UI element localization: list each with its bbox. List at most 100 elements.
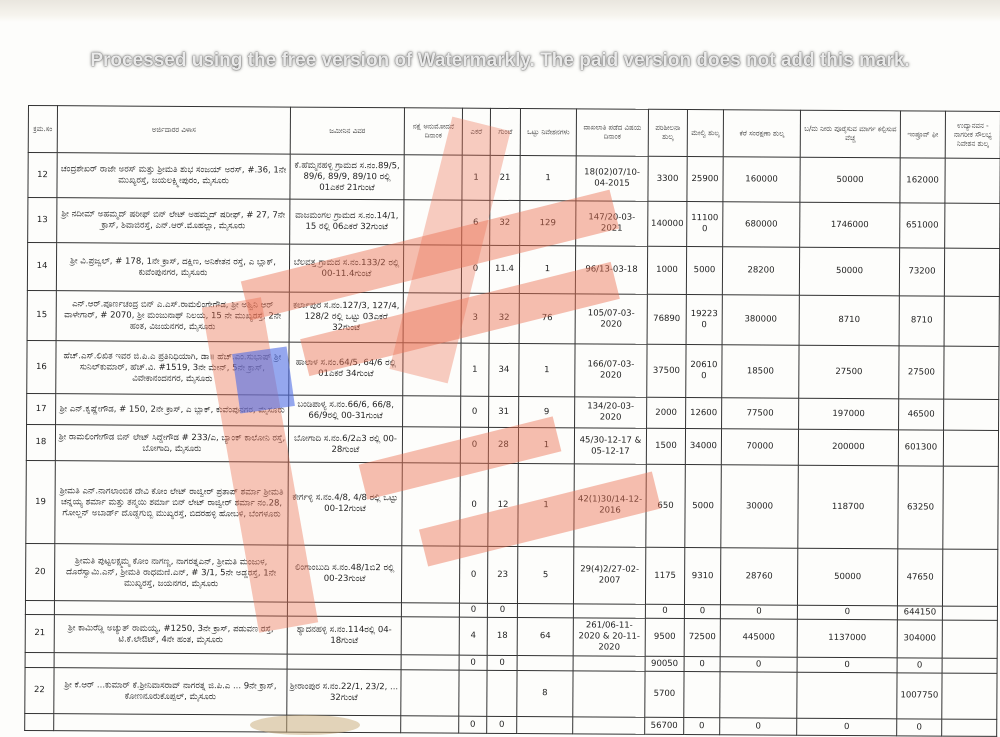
cell-gunta: 31 (488, 396, 519, 428)
cell-water-supply-cost: 50000 (797, 548, 898, 606)
cell-serial-no: 18 (26, 424, 56, 461)
cell-acre: 1 (460, 343, 490, 397)
cell-land-details: ಬೋಗಾದಿ ಸ.ನಂ.6/2ಎ3 ರಲ್ಲಿ 00-28ಗುಂಟೆ (288, 426, 403, 463)
cell-park-civic-amenity-fee (942, 658, 998, 674)
cell-serial-no: 14 (27, 242, 57, 291)
cell-acre: 1 (461, 155, 491, 201)
cell-plan-approval-date (401, 545, 460, 604)
cell-park-civic-amenity-fee (944, 296, 1000, 347)
cell-supervision-fee: 25900 (686, 156, 724, 202)
cell-improvement-fee: 47650 (897, 548, 943, 607)
cell-plan-approval-date (400, 715, 459, 734)
cell-water-supply-cost: 0 (796, 718, 897, 736)
cell-improvement-fee: 0 (897, 657, 943, 674)
cell-plan-approval-date (402, 342, 462, 397)
cell-applicant-address: ಶ್ರೀ ನದೀಮ್ ಅಹಮ್ಮದ್ ಷರೀಫ್ ಬಿನ್ ಲೇಟ್ ಅಹಮ್ಮ… (56, 197, 290, 245)
scan-edge (0, 0, 1000, 22)
cell-gunta: 21 (489, 155, 521, 201)
cell-water-supply-cost: 1137000 (797, 619, 898, 658)
cell-serial-no: 17 (26, 393, 56, 425)
cell-supervision-fee: 0 (684, 604, 721, 619)
cell-water-supply-cost: 197000 (798, 398, 899, 430)
cell-gunta: 32 (489, 200, 520, 246)
table-row: 22 ಶ್ರೀ ಕೆ.ಆರ್ ...ಕುಮಾರ್ ಕೆ.ಶ್ರೀನಿವಾಸರಾವ್… (24, 667, 998, 720)
cell-water-supply-cost: 0 (797, 657, 898, 673)
cell-total-sites: 1 (518, 427, 575, 464)
cell-scrutiny-fee: 56700 (644, 717, 684, 735)
cell-gunta: 23 (487, 546, 518, 604)
cell-supervision-fee: 5000 (686, 246, 723, 295)
cell-supervision-fee: 0 (683, 717, 720, 735)
cell-lake-conservation-fee: 0 (719, 717, 797, 736)
cell-lake-conservation-fee: 70000 (721, 428, 799, 466)
cell-land-details: ಶ್ಯಾದನಹಳ್ಳಿ ಸ.ನಂ.114ರಲ್ಲಿ 04-18ಗುಂಟೆ (287, 616, 402, 655)
header-document-date: ದಾಖಲಾತಿ ಪಡೆದ ವಿಷಯ ದಿನಾಂಕ (576, 108, 649, 157)
cell-plan-approval-date (403, 154, 463, 201)
cell-land-details: ಬಂಡಿಪಾಳ್ಯ ಸ.ನಂ.66/6, 66/8, 66/9ರಲ್ಲಿ 00-… (288, 395, 403, 427)
cell-applicant-address: ಶ್ರೀ ವಿ.ಪ್ರಜ್ವಲ್, # 178, 1ನೇ ಕ್ರಾಸ್, ದಕ್… (56, 242, 290, 293)
cell-gunta: 11.4 (489, 245, 520, 294)
cell-park-civic-amenity-fee (942, 620, 998, 659)
cell-document-date: 261/06-11-2020 & 20-11-2020 (573, 617, 646, 657)
cell-water-supply-cost: 1746000 (799, 202, 900, 248)
cell-land-details: ವಾಜಮಂಗಲ ಗ್ರಾಮದ ಸ.ನಂ.14/1, 15 ರಲ್ಲಿ 06ಎಕರ… (289, 199, 404, 245)
cell-total-sites: 76 (519, 293, 576, 344)
cell-acre: 4 (459, 617, 488, 656)
cell-applicant-address: ಎನ್.ಆರ್.ಪೂರ್ಣಚಂದ್ರ ಬಿನ್ ಎ.ಎಸ್.ರಾಮಲಿಂಗೇಗೌ… (56, 290, 290, 343)
cell-plan-approval-date (401, 654, 460, 671)
cell-improvement-fee: 304000 (897, 619, 943, 659)
fee-table: ಕ್ರಮ.ಸಂ ಅರ್ಜಿದಾರರ ವಿಳಾಸ ಜಮೀನಿನ ವಿವರ ನಕ್ಷೆ ಅ… (24, 105, 1000, 737)
cell-document-date: 134/20-03-2020 (574, 396, 647, 429)
cell-land-details (287, 602, 402, 617)
header-acre: ಎಕರೆ (462, 108, 491, 156)
cell-land-details: ಕೇರ್ಗಳ್ಳಿ ಸ.ನಂ.4/8, 4/8 ರಲ್ಲಿ ಒಟ್ಟು 00-1… (287, 462, 403, 546)
cell-scrutiny-fee: 1500 (646, 428, 686, 465)
cell-park-civic-amenity-fee (944, 248, 1000, 297)
cell-park-civic-amenity-fee (943, 346, 1000, 400)
cell-scrutiny-fee: 2000 (646, 397, 686, 429)
cell-water-supply-cost: 27500 (798, 345, 900, 399)
table-row: 20 ಶ್ರೀಮತಿ ಪುಟ್ಟಲಕ್ಷ್ಮಮ್ಮ ಕೋಂ ನಾಗಣ್ಣ, ನಾಗ… (25, 543, 998, 607)
cell-document-date: 45/30-12-17 & 05-12-17 (574, 427, 647, 465)
cell-land-details: ಬೆಲವತ್ತ ಗ್ರಾಮದ ಸ.ನಂ.133/2 ರಲ್ಲಿ 00-11.4ಗ… (289, 244, 404, 293)
cell-supervision-fee: 206100 (685, 344, 723, 398)
cell-lake-conservation-fee: 445000 (720, 618, 798, 658)
cell-acre: 0 (460, 427, 489, 464)
cell-serial-no: 12 (27, 152, 58, 198)
cell-total-sites (517, 603, 574, 618)
cell-supervision-fee: 192230 (686, 294, 723, 345)
cell-total-sites (516, 716, 573, 734)
cell-applicant-address: ಚಂದ್ರಶೇಖರ್ ರಾಜೇ ಅರಸ್ ಮತ್ತು ಶ್ರೀಮತಿ ಶುಭ ಸ… (56, 152, 291, 200)
cell-land-details: ಕರ್ಲಾಪುರ ಸ.ನಂ.127/3, 127/4, 128/2 ರಲ್ಲಿ … (289, 292, 404, 343)
cell-plan-approval-date (403, 292, 462, 344)
cell-serial-no: 16 (26, 340, 57, 394)
cell-serial-no: 13 (27, 197, 57, 243)
cell-document-date: 96/13-03-18 (575, 245, 648, 295)
cell-water-supply-cost: 118700 (797, 465, 899, 549)
paper-stain (250, 715, 360, 735)
cell-total-sites: 1 (519, 155, 577, 201)
table-header: ಕ್ರಮ.ಸಂ ಅರ್ಜಿದಾರರ ವಿಳಾಸ ಜಮೀನಿನ ವಿವರ ನಕ್ಷೆ ಅ… (28, 105, 1000, 159)
cell-plan-approval-date (401, 616, 460, 656)
cell-improvement-fee: 0 (896, 718, 942, 737)
cell-scrutiny-fee: 76890 (647, 294, 687, 345)
cell-document-date: 29(4)2/27-02-2007 (573, 546, 646, 605)
cell-scrutiny-fee: 5700 (644, 671, 685, 718)
cell-acre: 3 (461, 293, 490, 344)
cell-document-date: 166/07-03-2020 (574, 343, 648, 398)
cell-serial-no (24, 713, 54, 731)
cell-supervision-fee: 72500 (684, 618, 721, 657)
cell-gunta: 34 (488, 343, 520, 397)
table-row: 16 ಹೆಚ್.ಎಸ್.ಲಿಖಿತ ಇವರ ಜಿ.ಪಿ.ಎ ಪ್ರತಿನಿಧಿಯಾ… (26, 340, 1000, 400)
cell-applicant-address: ಶ್ರೀಮತಿ ಎನ್.ನಾಗಲಾಂಬಿಕ ದೇವಿ ಕೋಂ ಲೇಟ್ ರಾಜ್… (54, 460, 289, 546)
table-row: 14 ಶ್ರೀ ವಿ.ಪ್ರಜ್ವಲ್, # 178, 1ನೇ ಕ್ರಾಸ್, ದ… (27, 242, 1000, 297)
cell-park-civic-amenity-fee (942, 549, 998, 607)
cell-improvement-fee: 644150 (897, 605, 943, 621)
cell-lake-conservation-fee: 160000 (722, 156, 801, 203)
cell-gunta: 0 (487, 655, 518, 671)
cell-acre: 0 (459, 655, 488, 671)
cell-gunta: 28 (488, 427, 519, 464)
cell-land-details (287, 654, 402, 670)
cell-total-sites: 8 (516, 670, 574, 717)
cell-applicant-address: ಶ್ರೀ ಎನ್.ಕೃಷ್ಣೇಗೌಡ, # 150, 2ನೇ ಕ್ರಾಸ್, ಎ… (55, 393, 289, 427)
